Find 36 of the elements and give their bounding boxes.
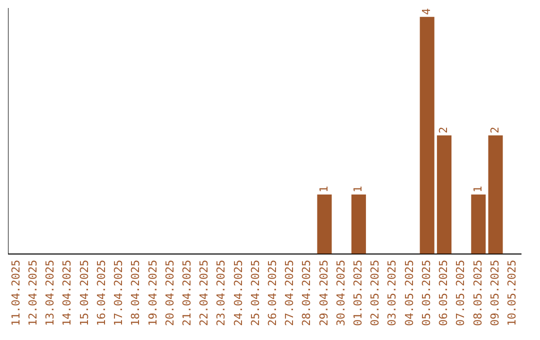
x-tick-label: 14.04.2025 bbox=[60, 260, 74, 326]
data-label: 1 bbox=[317, 186, 330, 193]
data-label: 2 bbox=[488, 126, 502, 134]
x-tick-label: 12.04.2025 bbox=[26, 260, 40, 326]
x-tick-label: 05.05.2025 bbox=[420, 260, 433, 326]
x-tick-label: 22.04.2025 bbox=[198, 260, 211, 326]
x-tick-label: 10.05.2025 bbox=[505, 260, 518, 326]
x-tick-label: 15.04.2025 bbox=[78, 260, 91, 326]
x-tick-label: 04.05.2025 bbox=[402, 260, 416, 326]
x-tick-label: 20.04.2025 bbox=[163, 260, 176, 326]
x-tick-label: 27.04.2025 bbox=[283, 260, 296, 326]
x-tick-label: 29.04.2025 bbox=[317, 260, 330, 326]
x-tick-label: 25.04.2025 bbox=[248, 260, 262, 326]
x-tick-label: 06.05.2025 bbox=[437, 260, 450, 326]
x-tick-label: 02.05.2025 bbox=[368, 260, 382, 326]
x-tick-label: 03.05.2025 bbox=[386, 260, 399, 326]
x-tick-label: 30.04.2025 bbox=[334, 260, 348, 326]
data-label: 1 bbox=[352, 186, 365, 193]
x-tick-label: 13.04.2025 bbox=[44, 260, 57, 326]
x-tick-label: 17.04.2025 bbox=[112, 260, 126, 326]
x-tick-label: 07.05.2025 bbox=[454, 260, 468, 326]
data-label: 2 bbox=[437, 126, 450, 134]
x-tick-label: 23.04.2025 bbox=[214, 260, 228, 326]
x-tick-label: 18.04.2025 bbox=[129, 260, 142, 326]
x-tick-label: 19.04.2025 bbox=[146, 260, 160, 326]
x-tick-label: 16.04.2025 bbox=[94, 260, 108, 326]
x-tick-label: 01.05.2025 bbox=[352, 260, 365, 326]
x-tick-label: 11.04.2025 bbox=[9, 260, 22, 326]
x-tick-label: 21.04.2025 bbox=[180, 260, 194, 326]
x-tick-label: 09.05.2025 bbox=[488, 260, 502, 326]
data-label: 1 bbox=[471, 186, 484, 193]
x-tick-label: 26.04.2025 bbox=[266, 260, 280, 326]
x-tick-label: 08.05.2025 bbox=[471, 260, 484, 326]
x-tick-label: 24.04.2025 bbox=[232, 260, 245, 326]
data-label: 4 bbox=[420, 8, 433, 15]
x-tick-label: 28.04.2025 bbox=[300, 260, 314, 326]
